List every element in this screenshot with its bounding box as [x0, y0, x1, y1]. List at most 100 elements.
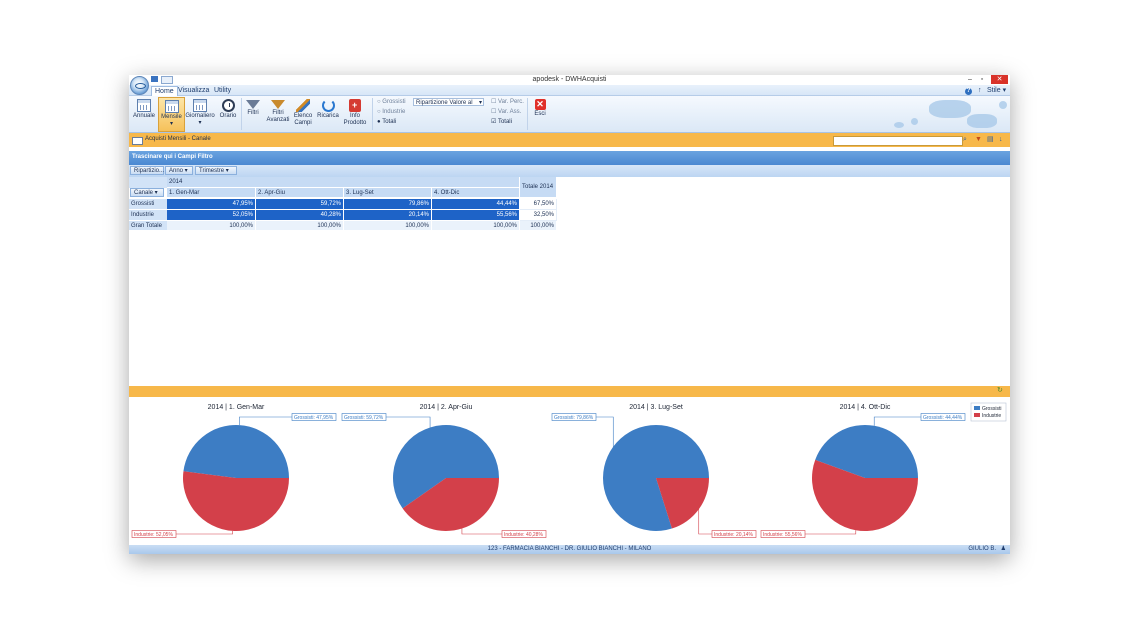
ribbon-separator — [527, 98, 528, 130]
pie-title: 2014 | 4. Ott-Dic — [840, 404, 891, 411]
document-icon — [132, 137, 143, 145]
pie-label-box — [551, 413, 597, 421]
field-anno[interactable]: Anno ▾ — [165, 166, 193, 175]
table-cell[interactable]: 47,95% — [167, 199, 256, 210]
filtri-button[interactable]: Filtri — [243, 97, 263, 130]
search-icon[interactable]: ⌕ — [963, 136, 967, 143]
table-cell[interactable]: 59,72% — [256, 199, 344, 210]
pie-slice-industrie[interactable] — [402, 478, 499, 531]
filter-drop-zone[interactable]: Trascinare qui i Campi Filtro — [129, 151, 1010, 165]
filtri-avanzati-button[interactable]: Filtri Avanzati — [264, 97, 292, 130]
column-header[interactable]: 3. Lug-Set — [344, 188, 432, 198]
giornaliero-button[interactable]: Giornaliero ▾ — [185, 97, 215, 130]
pie-leader-line — [176, 530, 233, 535]
pie-data-label: Industrie: 40,28% — [504, 532, 543, 538]
esci-button[interactable]: ✕ Esci — [530, 97, 550, 130]
restore-button[interactable]: ▫ — [980, 76, 984, 83]
pie-title: 2014 | 3. Lug-Set — [629, 404, 683, 411]
close-button[interactable]: ✕ — [991, 75, 1008, 84]
pie-title: 2014 | 1. Gen-Mar — [208, 404, 265, 411]
refresh-icon — [321, 99, 335, 112]
grossisti-option[interactable]: ○ Grossisti — [377, 99, 406, 105]
table-cell[interactable]: 44,44% — [432, 199, 520, 210]
ricarica-button[interactable]: Ricarica — [315, 97, 341, 130]
table-cell[interactable]: 40,28% — [256, 210, 344, 221]
settings-icon[interactable]: ▤ — [987, 136, 994, 143]
totali-option[interactable]: ● Totali — [377, 119, 397, 125]
table-cell[interactable]: 100,00% — [167, 221, 256, 231]
table-cell[interactable]: 55,56% — [432, 210, 520, 221]
search-input[interactable] — [833, 136, 963, 146]
pie-slice-grossisti[interactable] — [815, 424, 918, 478]
breadcrumb-bar: Acquisti Mensili - Canale ⌕ ▼ ▤ ↓ — [129, 133, 1010, 147]
column-header[interactable]: 1. Gen-Mar — [167, 188, 256, 198]
table-cell[interactable]: 20,14% — [344, 210, 432, 221]
exit-icon: ✕ — [534, 99, 546, 110]
clock-icon — [221, 99, 235, 112]
pie-slice-industrie[interactable] — [656, 478, 709, 529]
table-cell-total[interactable]: 32,50% — [520, 210, 557, 221]
mensile-button[interactable]: Mensile ▾ — [158, 97, 185, 132]
industrie-option[interactable]: ○ Industrie — [377, 109, 406, 115]
var-ass-checkbox[interactable]: ☐ Var. Ass. — [491, 109, 522, 115]
tab-visualizza[interactable]: Visualizza — [178, 87, 210, 94]
filtri-avanzati-label: Filtri Avanzati — [266, 110, 290, 123]
info-prodotto-button[interactable]: Info Prodotto — [342, 97, 368, 130]
field-canale[interactable]: Canale ▾ — [130, 188, 164, 197]
var-ass-label: Var. Ass. — [498, 109, 522, 115]
arrow-up-icon[interactable]: ↑ — [978, 87, 982, 94]
row-field-cell: Canale ▾ — [129, 188, 167, 198]
pie-slice-grossisti[interactable] — [392, 425, 499, 509]
refresh-chart-icon[interactable]: ↻ — [997, 387, 1003, 394]
download-icon[interactable]: ↓ — [999, 136, 1003, 143]
table-cell[interactable]: 100,00% — [432, 221, 520, 231]
help-icon[interactable]: ? — [965, 88, 972, 95]
pie-slice-industrie[interactable] — [183, 471, 289, 531]
pie-data-label: Grossisti: 47,95% — [294, 415, 334, 421]
orario-button[interactable]: Orario — [217, 97, 239, 130]
pie-slice-industrie[interactable] — [812, 459, 918, 531]
pie-data-label: Industrie: 55,56% — [763, 532, 802, 538]
annuale-button[interactable]: Annuale — [131, 97, 157, 130]
orario-label: Orario — [219, 113, 237, 119]
column-header[interactable]: 2. Apr-Giu — [256, 188, 344, 198]
row-header-gran-totale[interactable]: Gran Totale — [129, 221, 167, 231]
status-center: 123 - FARMACIA BIANCHI - DR. GIULIO BIAN… — [487, 546, 652, 552]
filter-icon[interactable]: ▼ — [975, 136, 982, 143]
filter-field-bar: Ripartizio... Anno ▾ Trimestre ▾ — [129, 165, 1010, 177]
user-icon: ♟ — [1000, 546, 1006, 552]
table-cell[interactable]: 100,00% — [344, 221, 432, 231]
ribbon-separator — [372, 98, 373, 130]
app-menu-orb[interactable] — [130, 76, 149, 95]
pie-slice-grossisti[interactable] — [183, 424, 289, 478]
style-menu[interactable]: Stile ▾ — [987, 87, 1007, 94]
field-trimestre[interactable]: Trimestre ▾ — [195, 166, 237, 175]
mensile-dropdown-icon: ▾ — [169, 121, 173, 127]
pie-data-label: Grossisti: 79,86% — [554, 415, 594, 421]
pie-data-label: Industrie: 52,05% — [134, 532, 173, 538]
totali-checkbox[interactable]: ☑ Totali — [491, 119, 512, 125]
column-header[interactable]: 4. Ott-Dic — [432, 188, 520, 198]
mensile-label: Mensile — [161, 114, 182, 120]
windows-logo-icon[interactable] — [151, 76, 158, 82]
row-header-grossisti[interactable]: Grossisti — [129, 199, 167, 210]
table-cell[interactable]: 100,00% — [256, 221, 344, 231]
row-header-industrie[interactable]: Industrie — [129, 210, 167, 221]
tab-utility[interactable]: Utility — [214, 87, 232, 94]
title-bar: apodesk - DWHAcquisti – ▫ ✕ — [129, 75, 1010, 85]
elenco-campi-button[interactable]: Elenco Campi — [292, 97, 314, 130]
table-cell[interactable]: 79,86% — [344, 199, 432, 210]
table-cell-total[interactable]: 100,00% — [520, 221, 557, 231]
pie-data-label: Industrie: 20,14% — [714, 532, 753, 538]
table-cell-total[interactable]: 67,50% — [520, 199, 557, 210]
ripartizione-select[interactable]: Ripartizione Valore al — [413, 98, 484, 107]
tab-home[interactable]: Home — [151, 86, 178, 96]
field-ripartizione[interactable]: Ripartizio... — [130, 166, 164, 175]
quick-access-icon[interactable] — [161, 76, 173, 84]
funnel-icon — [246, 100, 260, 109]
table-cell[interactable]: 52,05% — [167, 210, 256, 221]
var-perc-checkbox[interactable]: ☐ Var. Perc. — [491, 99, 524, 105]
chart-area: 2014 | 1. Gen-Mar Grossisti: 47,95% Indust… — [129, 397, 1010, 544]
decor-blob — [999, 101, 1007, 109]
minimize-button[interactable]: – — [968, 76, 972, 83]
